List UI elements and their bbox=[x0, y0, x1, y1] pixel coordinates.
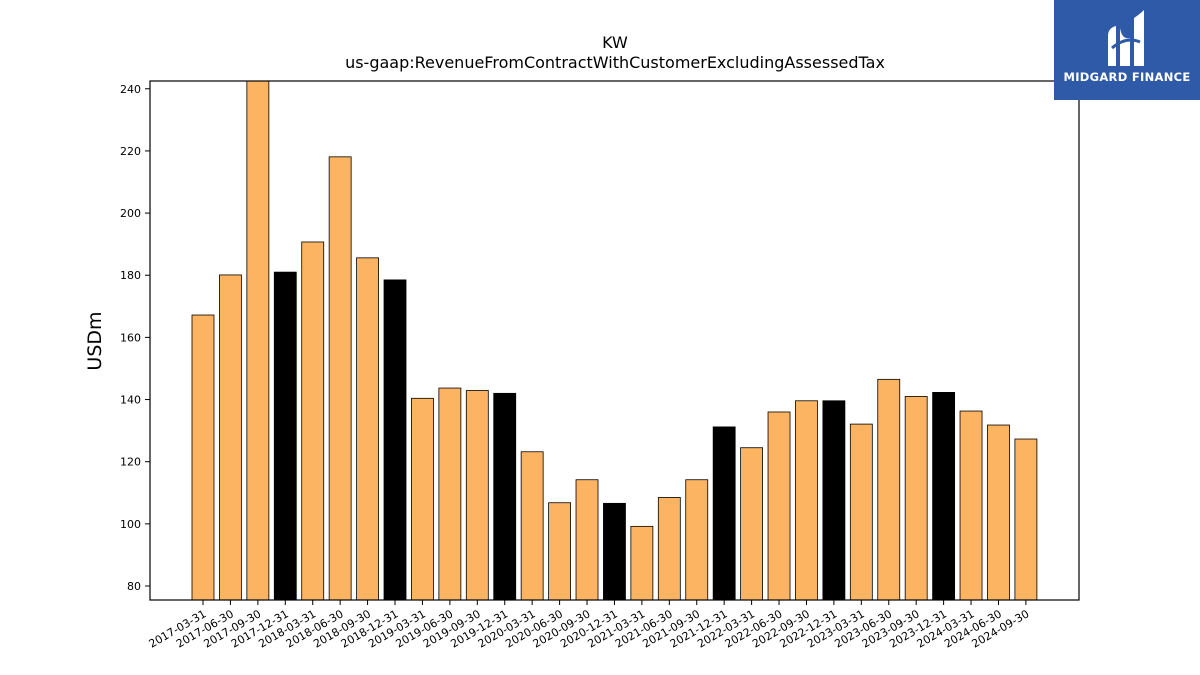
bar-2024-09-30 bbox=[1014, 438, 1038, 601]
plot-frame bbox=[149, 80, 1080, 601]
bar-2022-12-31 bbox=[822, 400, 846, 601]
bar-2022-03-31 bbox=[740, 447, 763, 601]
y-tick-label: 120 bbox=[120, 456, 141, 469]
y-tick-label: 180 bbox=[120, 269, 141, 282]
chart-subtitle: us-gaap:RevenueFromContractWithCustomerE… bbox=[345, 53, 885, 72]
x-ticks-group: 2017-03-312017-06-302017-09-302017-12-31… bbox=[147, 600, 1031, 651]
midgard-finance-logo: MIDGARD FINANCE bbox=[1054, 0, 1200, 100]
bar-2018-12-31 bbox=[383, 279, 407, 601]
bar-2020-09-30 bbox=[575, 479, 599, 601]
bar-2019-12-31 bbox=[493, 392, 517, 601]
y-tick-label: 240 bbox=[120, 83, 141, 96]
bar-2022-09-30 bbox=[795, 400, 818, 601]
bar-2019-06-30 bbox=[438, 387, 462, 601]
bar-2019-03-31 bbox=[411, 397, 434, 601]
bar-2021-03-31 bbox=[630, 525, 654, 601]
y-tick-label: 160 bbox=[120, 331, 141, 344]
bar-2023-03-31 bbox=[849, 423, 873, 601]
chart-title: KW bbox=[602, 33, 628, 52]
bar-2020-03-31 bbox=[520, 451, 544, 601]
bar-2024-06-30 bbox=[987, 424, 1010, 601]
bar-2022-06-30 bbox=[767, 411, 791, 601]
y-tick-label: 140 bbox=[120, 394, 141, 407]
logo-text: MIDGARD FINANCE bbox=[1063, 70, 1191, 84]
bar-2017-03-31 bbox=[191, 314, 215, 601]
y-tick-label: 100 bbox=[120, 518, 141, 531]
y-axis-label: USDm bbox=[84, 311, 106, 370]
bar-2019-09-30 bbox=[465, 390, 489, 601]
y-tick-label: 80 bbox=[127, 580, 141, 593]
bar-2021-09-30 bbox=[685, 479, 709, 601]
bar-2017-12-31 bbox=[273, 271, 297, 601]
bar-2018-03-31 bbox=[301, 241, 325, 601]
bars-group bbox=[191, 80, 1038, 601]
bar-2017-06-30 bbox=[219, 274, 242, 601]
y-ticks-group: 80 100 120 140 160 180 200 220 240 bbox=[120, 83, 150, 593]
y-tick-label: 220 bbox=[120, 145, 141, 158]
bar-2023-12-31 bbox=[932, 391, 956, 601]
bar-2021-06-30 bbox=[657, 497, 681, 601]
y-tick-label: 200 bbox=[120, 207, 141, 220]
bar-2018-06-30 bbox=[328, 156, 352, 601]
bar-2020-06-30 bbox=[548, 502, 571, 601]
midgard-logo-icon bbox=[1108, 10, 1144, 66]
bar-2020-12-31 bbox=[603, 502, 626, 601]
bar-2023-09-30 bbox=[904, 396, 928, 601]
bar-2024-03-31 bbox=[959, 410, 983, 601]
bar-2021-12-31 bbox=[712, 426, 736, 601]
bar-2023-06-30 bbox=[877, 378, 901, 601]
bar-2018-09-30 bbox=[356, 257, 379, 601]
bar-2017-09-30 bbox=[246, 80, 270, 601]
